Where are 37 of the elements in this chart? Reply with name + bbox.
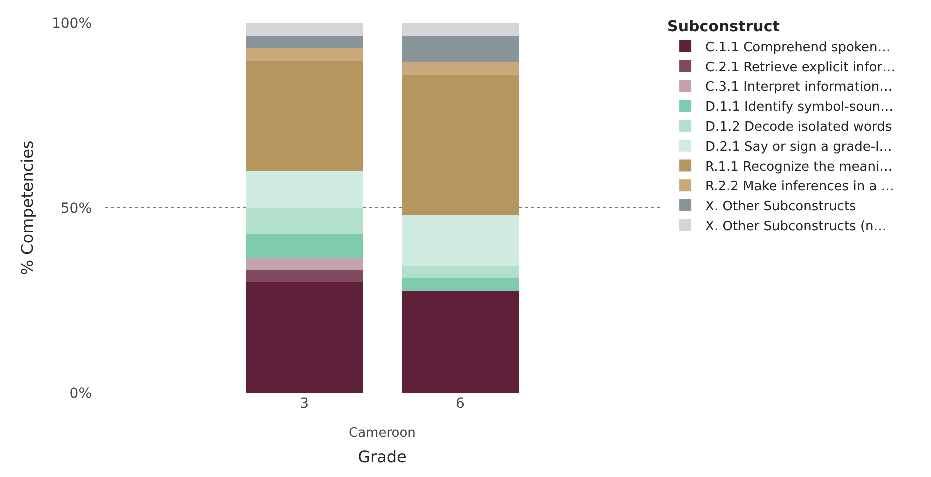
legend-label: D.1.2 Decode isolated words (706, 120, 892, 136)
legend-title: Subconstruct (668, 17, 780, 36)
legend-label: C.1.1 Comprehend spoken… (706, 40, 891, 56)
text: Cameroon (349, 426, 416, 441)
legend-label: C.2.1 Retrieve explicit infor… (706, 60, 896, 76)
bar (402, 75, 519, 215)
bar (402, 278, 519, 291)
bar (246, 23, 363, 36)
bar (246, 208, 363, 234)
legend-label: C.3.1 Interpret information… (706, 80, 893, 96)
legend-label: D.1.1 Identify symbol-soun… (706, 100, 894, 116)
legend-label: R.1.1 Recognize the meani… (706, 160, 893, 175)
legend-label: X. Other Subconstructs (n… (706, 220, 887, 235)
bar (246, 234, 363, 258)
bar (246, 270, 363, 282)
bar (402, 291, 519, 393)
bar (402, 215, 519, 266)
bar (402, 36, 519, 62)
y-axis-title: % Competencies (18, 140, 37, 276)
y-tick-label: 100% (52, 16, 92, 32)
bar (402, 62, 519, 75)
bar (246, 61, 363, 171)
bar (246, 171, 363, 208)
bar (246, 36, 363, 48)
y-tick-label: 50% (60, 200, 92, 217)
bar (402, 23, 519, 36)
bar (402, 266, 519, 278)
x-tick-label: 3 (300, 396, 310, 412)
y-tick-label: 0% (70, 386, 92, 402)
x-tick-label: 6 (456, 396, 465, 412)
legend-label: R.2.2 Make inferences in a … (706, 180, 894, 195)
x-axis-title: Grade (358, 448, 407, 467)
bar (246, 282, 363, 393)
bar (246, 48, 363, 61)
bar (246, 258, 363, 270)
legend-label: D.2.1 Say or sign a grade-l… (706, 140, 892, 155)
legend-label: X. Other Subconstructs (706, 200, 857, 215)
